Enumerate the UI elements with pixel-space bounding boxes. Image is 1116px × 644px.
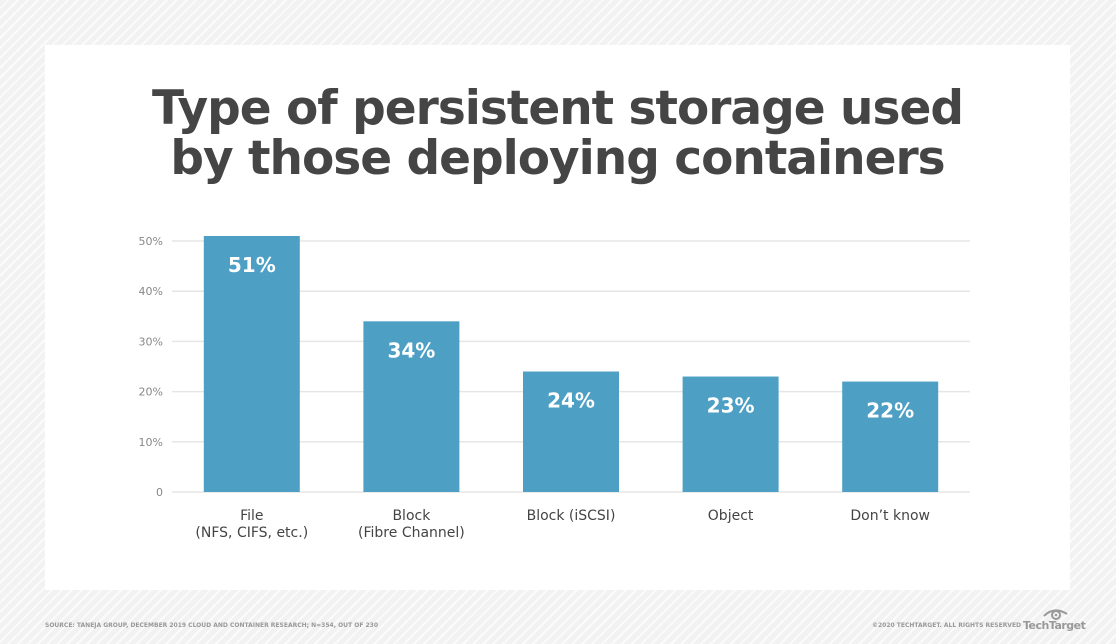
x-category-label: Block (iSCSI) <box>527 508 616 524</box>
y-tick-label: 20% <box>139 386 163 399</box>
bar <box>203 235 300 493</box>
bar <box>523 371 619 492</box>
bar-value-label: 23% <box>707 394 755 418</box>
techtarget-eye-logo-icon <box>1043 609 1068 620</box>
x-category-label: (Fibre Channel) <box>358 525 465 541</box>
bar-value-label: 51% <box>228 253 276 277</box>
bar <box>842 381 939 492</box>
x-category-label: Block <box>392 508 431 524</box>
y-tick-label: 40% <box>139 285 163 298</box>
source-note: SOURCE: TANEJA GROUP, DECEMBER 2019 CLOU… <box>45 622 379 629</box>
title-line-2: by those deploying containers <box>170 131 945 186</box>
y-tick-label: 50% <box>139 235 163 248</box>
copyright: ©2020 TECHTARGET. ALL RIGHTS RESERVED <box>872 622 1022 629</box>
title-line-1: Type of persistent storage used <box>152 81 964 136</box>
y-tick-label: 10% <box>139 436 163 449</box>
chart-title: Type of persistent storage used by those… <box>45 84 1070 184</box>
x-category-label: File <box>240 508 263 524</box>
bar-value-label: 24% <box>547 389 595 413</box>
bar-value-label: 22% <box>866 399 914 423</box>
bar <box>682 376 779 492</box>
y-tick-label: 0 <box>156 486 163 499</box>
techtarget-logo: TechTarget <box>1023 619 1086 632</box>
bar-value-label: 34% <box>387 338 435 362</box>
x-category-label: Object <box>708 508 754 524</box>
bar <box>363 321 460 492</box>
x-category-label: (NFS, CIFS, etc.) <box>195 525 308 541</box>
y-tick-label: 30% <box>139 335 163 348</box>
x-category-label: Don’t know <box>850 508 930 524</box>
